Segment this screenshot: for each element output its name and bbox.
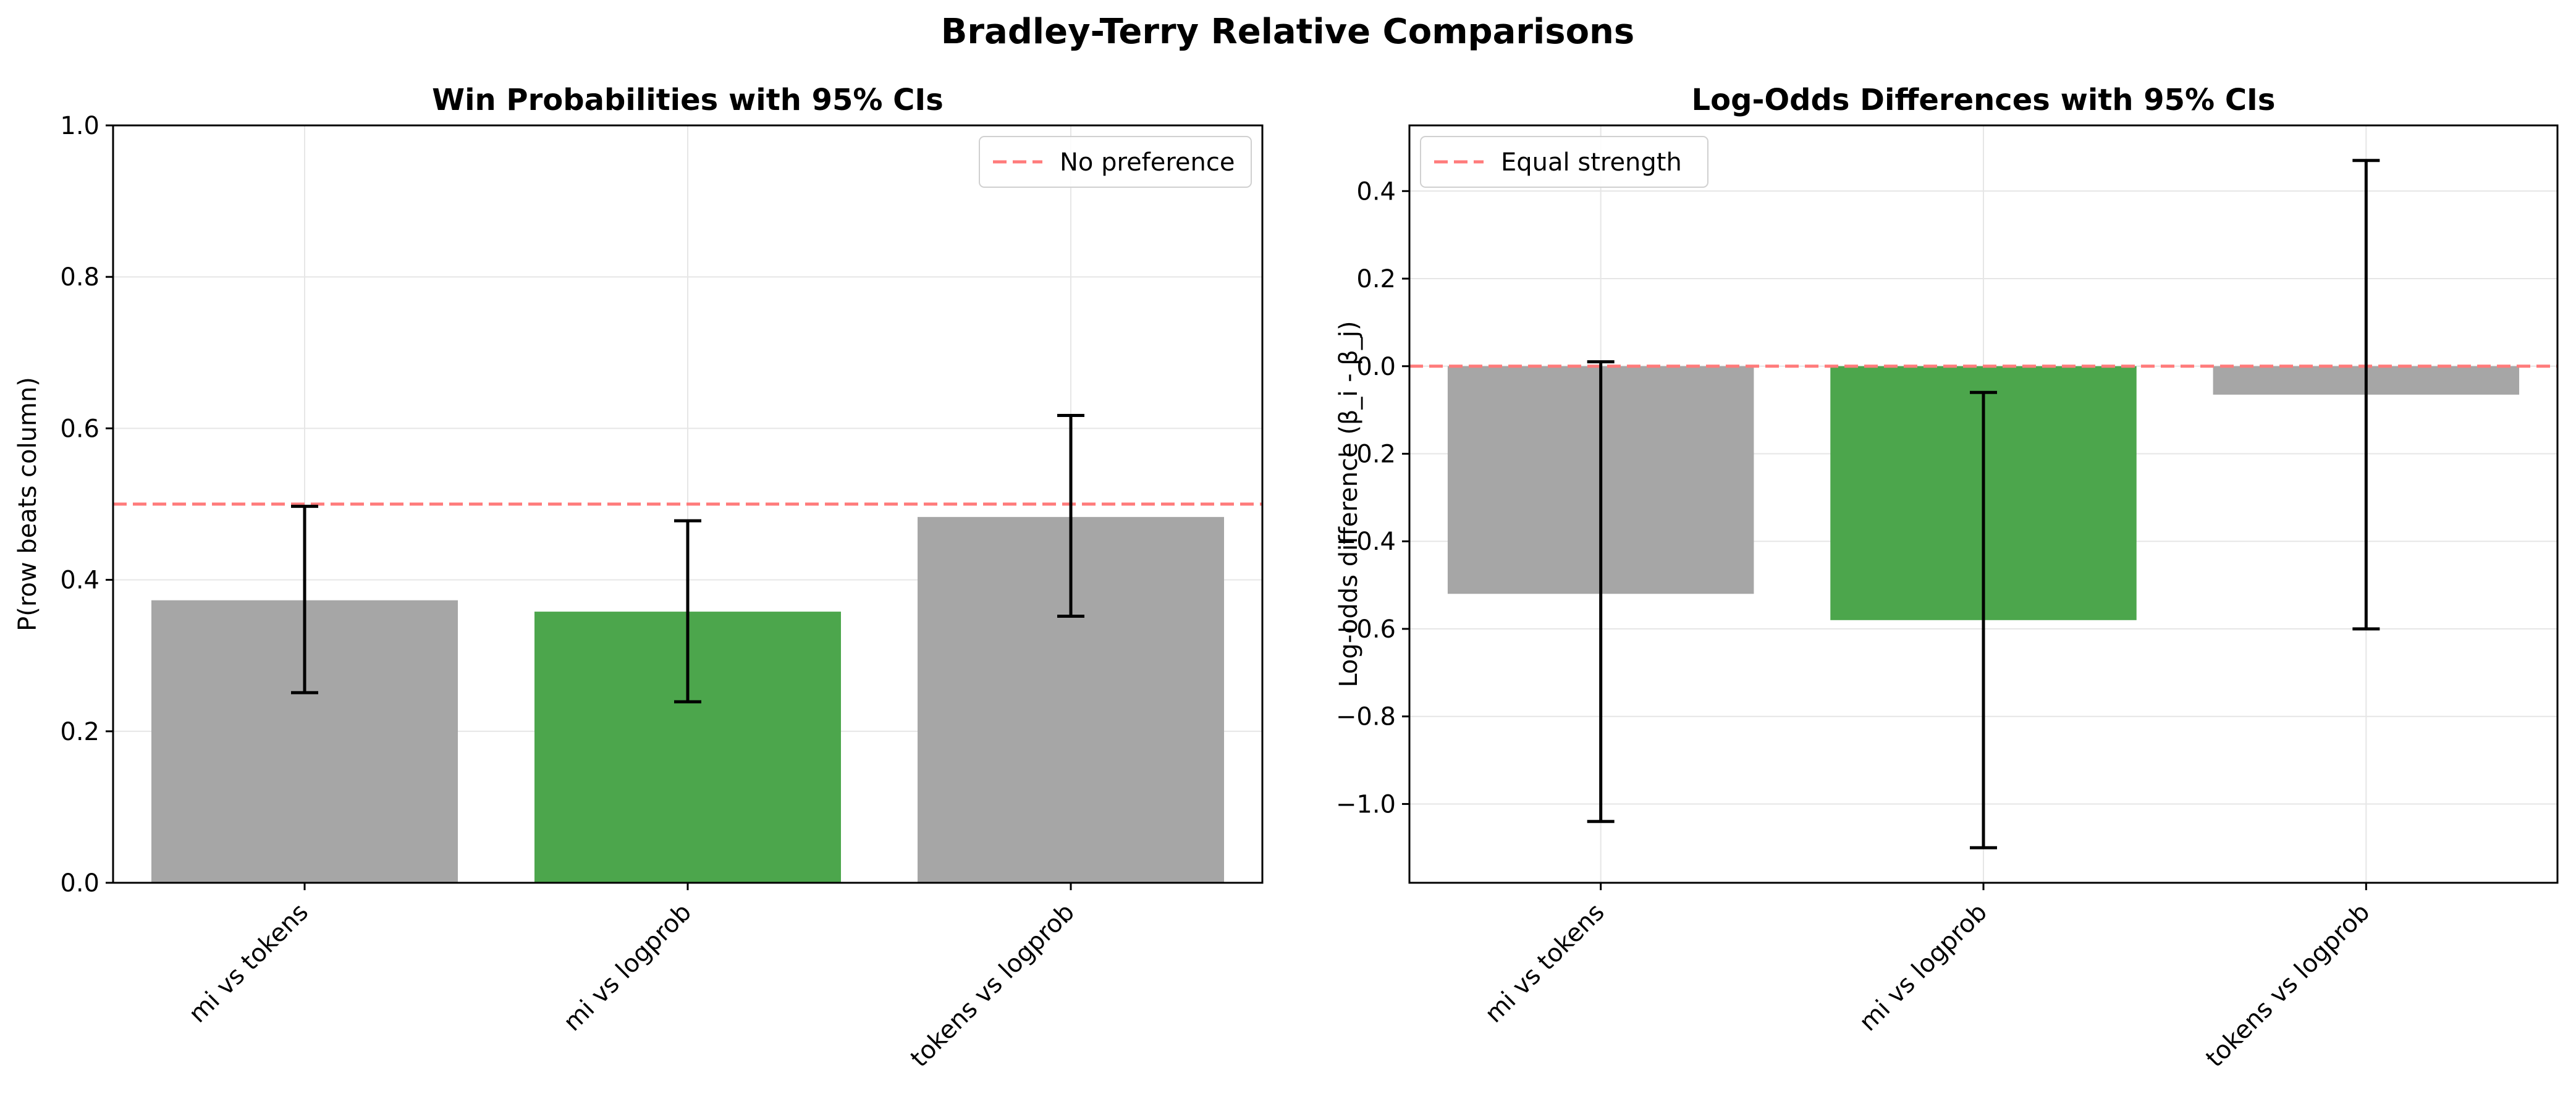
error-bar bbox=[291, 505, 318, 694]
error-bar bbox=[1057, 414, 1084, 618]
y-tick-label: −0.6 bbox=[1336, 615, 1396, 644]
x-tick-label: tokens vs logprob bbox=[905, 898, 1080, 1073]
error-bar bbox=[674, 519, 701, 704]
legend-label: Equal strength bbox=[1501, 148, 1682, 177]
figure-suptitle: Bradley-Terry Relative Comparisons bbox=[941, 12, 1635, 52]
x-tick-label: tokens vs logprob bbox=[2200, 898, 2375, 1073]
y-axis-label: Log-odds difference (β_i - β_j) bbox=[1335, 321, 1363, 687]
legend: No preference bbox=[979, 136, 1252, 188]
y-tick-label: 0.4 bbox=[1356, 177, 1396, 206]
x-tick-label: mi vs logprob bbox=[558, 898, 697, 1037]
error-bar bbox=[2352, 159, 2380, 631]
y-tick-label: 0.6 bbox=[60, 415, 99, 443]
y-tick-label: −0.2 bbox=[1336, 440, 1396, 469]
y-tick-label: 0.4 bbox=[60, 566, 99, 595]
y-tick-label: −0.8 bbox=[1336, 703, 1396, 731]
x-tick-label: mi vs tokens bbox=[1480, 898, 1610, 1029]
chart-title: Log-Odds Differences with 95% CIs bbox=[1692, 83, 2276, 117]
y-tick-label: 1.0 bbox=[60, 112, 99, 140]
legend: Equal strength bbox=[1420, 136, 1708, 188]
legend-box bbox=[1420, 136, 1708, 188]
legend-label: No preference bbox=[1060, 148, 1235, 177]
x-tick-label: mi vs tokens bbox=[184, 898, 314, 1029]
y-tick-label: 0.8 bbox=[60, 263, 99, 292]
y-tick-label: 0.2 bbox=[60, 718, 99, 746]
y-tick-label: 0.2 bbox=[1356, 265, 1396, 293]
error-bar bbox=[1970, 390, 1997, 849]
y-tick-label: 0.0 bbox=[1356, 353, 1396, 381]
log-odds-chart: −1.0 −0.8 −0.6 −0.4 −0.2 0.0 0.2 0.4 mi vs token… bbox=[1335, 83, 2559, 1073]
y-tick-label: 0.0 bbox=[60, 869, 99, 898]
y-tick-label: −1.0 bbox=[1336, 790, 1396, 819]
y-tick-label: −0.4 bbox=[1336, 528, 1396, 556]
win-probabilities-chart: 0.0 0.2 0.4 0.6 0.8 1.0 mi vs tokens mi vs logp… bbox=[14, 83, 1264, 1073]
error-bar bbox=[1587, 360, 1615, 823]
y-axis-label: P(row beats column) bbox=[14, 377, 42, 631]
legend-box bbox=[979, 136, 1252, 188]
x-tick-label: mi vs logprob bbox=[1854, 898, 1993, 1037]
chart-title: Win Probabilities with 95% CIs bbox=[432, 83, 944, 117]
